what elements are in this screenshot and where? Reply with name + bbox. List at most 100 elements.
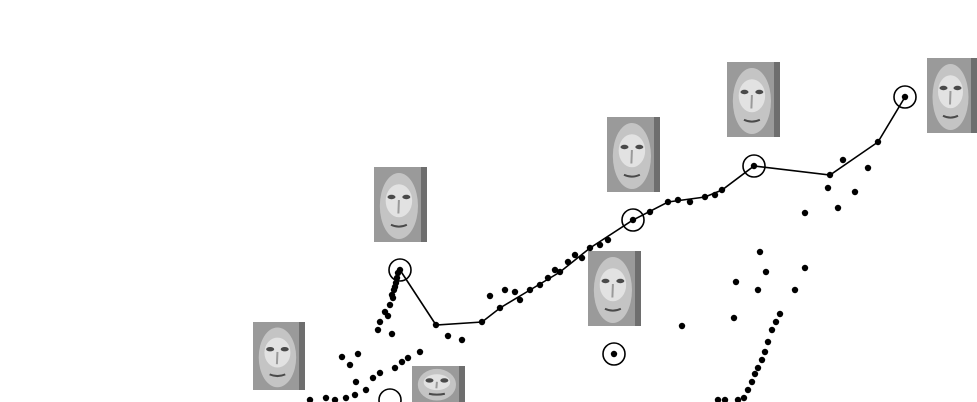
face-nose — [435, 381, 438, 389]
data-point — [864, 164, 872, 172]
data-point — [711, 191, 719, 199]
data-point — [732, 278, 740, 286]
path-point — [586, 244, 594, 252]
data-point — [754, 286, 762, 294]
face-edge-shadow — [971, 58, 977, 133]
face-right-eye — [616, 278, 625, 284]
data-point — [754, 364, 762, 372]
face-nose — [611, 283, 614, 298]
data-point — [604, 236, 612, 244]
data-point — [398, 358, 406, 366]
face-mouth — [942, 114, 959, 119]
data-point — [486, 292, 494, 300]
face-edge-shadow — [299, 322, 305, 390]
face-edge-shadow — [459, 366, 465, 402]
face-nose — [949, 90, 952, 105]
data-point — [362, 386, 370, 394]
highlight-ring — [378, 388, 402, 402]
face-nose — [750, 94, 753, 109]
path-point — [432, 321, 440, 329]
data-point — [571, 251, 579, 259]
data-point — [596, 241, 604, 249]
data-point — [342, 394, 350, 402]
data-point — [578, 254, 586, 262]
data-point — [354, 350, 362, 358]
path-point — [396, 266, 404, 274]
data-point — [376, 318, 384, 326]
data-point — [756, 248, 764, 256]
data-point — [511, 288, 519, 296]
data-point — [734, 396, 742, 402]
data-point — [851, 188, 859, 196]
face-left-eye — [939, 85, 948, 91]
data-point — [351, 391, 359, 399]
data-point — [686, 198, 694, 206]
face-thumbnail-4 — [727, 62, 780, 137]
face-edge-shadow — [421, 167, 427, 242]
data-point — [458, 336, 466, 344]
face-nose — [397, 199, 400, 214]
data-point — [501, 286, 509, 294]
data-point — [551, 266, 559, 274]
data-point — [369, 374, 377, 382]
face-right-eye — [953, 85, 962, 91]
face-edge-shadow — [774, 62, 780, 137]
data-point — [386, 301, 394, 309]
face-left-eye — [620, 144, 629, 150]
data-point — [674, 196, 682, 204]
highlight-ring — [893, 85, 917, 109]
data-point — [338, 353, 346, 361]
data-point — [306, 396, 314, 402]
data-point — [751, 370, 759, 378]
data-point — [714, 396, 722, 402]
face-thumbnail-3 — [607, 117, 660, 192]
data-point — [791, 286, 799, 294]
highlight-ring — [621, 208, 645, 232]
face-mouth — [428, 392, 446, 396]
face-nose — [630, 149, 633, 164]
data-point — [758, 356, 766, 364]
face-thumbnail-2 — [374, 167, 427, 242]
data-point — [678, 322, 686, 330]
data-point — [384, 312, 392, 320]
face-edge-shadow — [654, 117, 660, 192]
data-point — [391, 283, 399, 291]
face-thumbnail-1 — [253, 322, 305, 390]
data-point — [721, 396, 729, 402]
face-mouth — [623, 173, 641, 178]
face-mouth — [390, 223, 408, 228]
data-point — [536, 281, 544, 289]
face-right-eye — [635, 144, 644, 150]
data-point — [776, 310, 784, 318]
path-point — [496, 304, 504, 312]
path-point — [629, 216, 637, 224]
data-point — [801, 209, 809, 217]
data-point — [740, 394, 748, 402]
path-point — [478, 318, 486, 326]
data-point — [388, 330, 396, 338]
data-point — [404, 354, 412, 362]
data-point — [762, 268, 770, 276]
data-point — [346, 361, 354, 369]
data-point — [772, 318, 780, 326]
data-point — [374, 326, 382, 334]
face-left-eye — [425, 378, 434, 383]
path-point — [556, 268, 564, 276]
data-point — [748, 378, 756, 386]
face-left-eye — [266, 347, 275, 352]
path-point — [826, 171, 834, 179]
path-point — [701, 193, 709, 201]
face-edge-shadow — [635, 251, 641, 326]
face-left-eye — [740, 89, 749, 95]
data-point — [839, 156, 847, 164]
data-point — [388, 291, 396, 299]
data-point — [516, 296, 524, 304]
data-point — [824, 184, 832, 192]
data-point — [764, 338, 772, 346]
face-right-eye — [402, 194, 411, 200]
highlight-ring — [602, 342, 626, 366]
highlight-ring — [742, 154, 766, 178]
data-point — [564, 258, 572, 266]
data-point — [768, 326, 776, 334]
data-point — [646, 208, 654, 216]
